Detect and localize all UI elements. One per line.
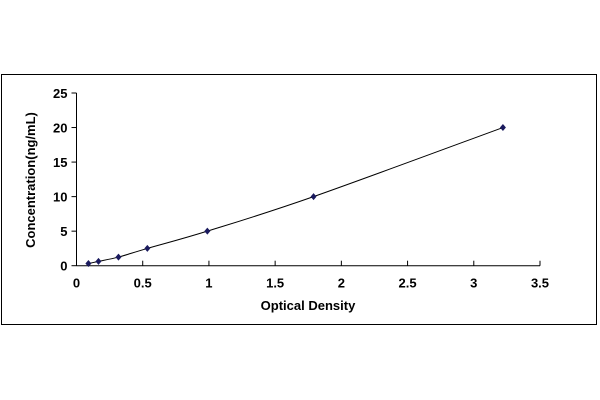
x-tick-label: 2 — [338, 276, 345, 291]
data-point — [144, 244, 151, 252]
data-point — [115, 253, 122, 261]
y-tick-label: 0 — [60, 259, 67, 274]
data-point — [204, 227, 211, 235]
x-tick-label: 2.5 — [399, 276, 417, 291]
x-tick-label: 3 — [470, 276, 477, 291]
x-tick-label: 0.5 — [134, 276, 152, 291]
data-point — [310, 193, 317, 201]
x-tick-label: 1.5 — [266, 276, 284, 291]
fit-curve — [88, 127, 504, 265]
y-tick-label: 15 — [53, 155, 67, 170]
y-tick-label: 20 — [53, 121, 67, 136]
y-axis-label: Concentration(ng/mL) — [23, 112, 38, 248]
y-tick-label: 25 — [53, 86, 67, 101]
x-tick-label: 1 — [205, 276, 212, 291]
x-axis-label: Optical Density — [261, 298, 356, 313]
data-point — [499, 124, 506, 132]
y-tick-label: 5 — [60, 224, 67, 239]
chart-frame — [1, 74, 597, 325]
data-point — [95, 257, 102, 265]
x-tick-label: 0 — [73, 276, 80, 291]
x-tick-label: 3.5 — [531, 276, 549, 291]
data-point — [85, 260, 92, 268]
y-tick-label: 10 — [53, 190, 67, 205]
